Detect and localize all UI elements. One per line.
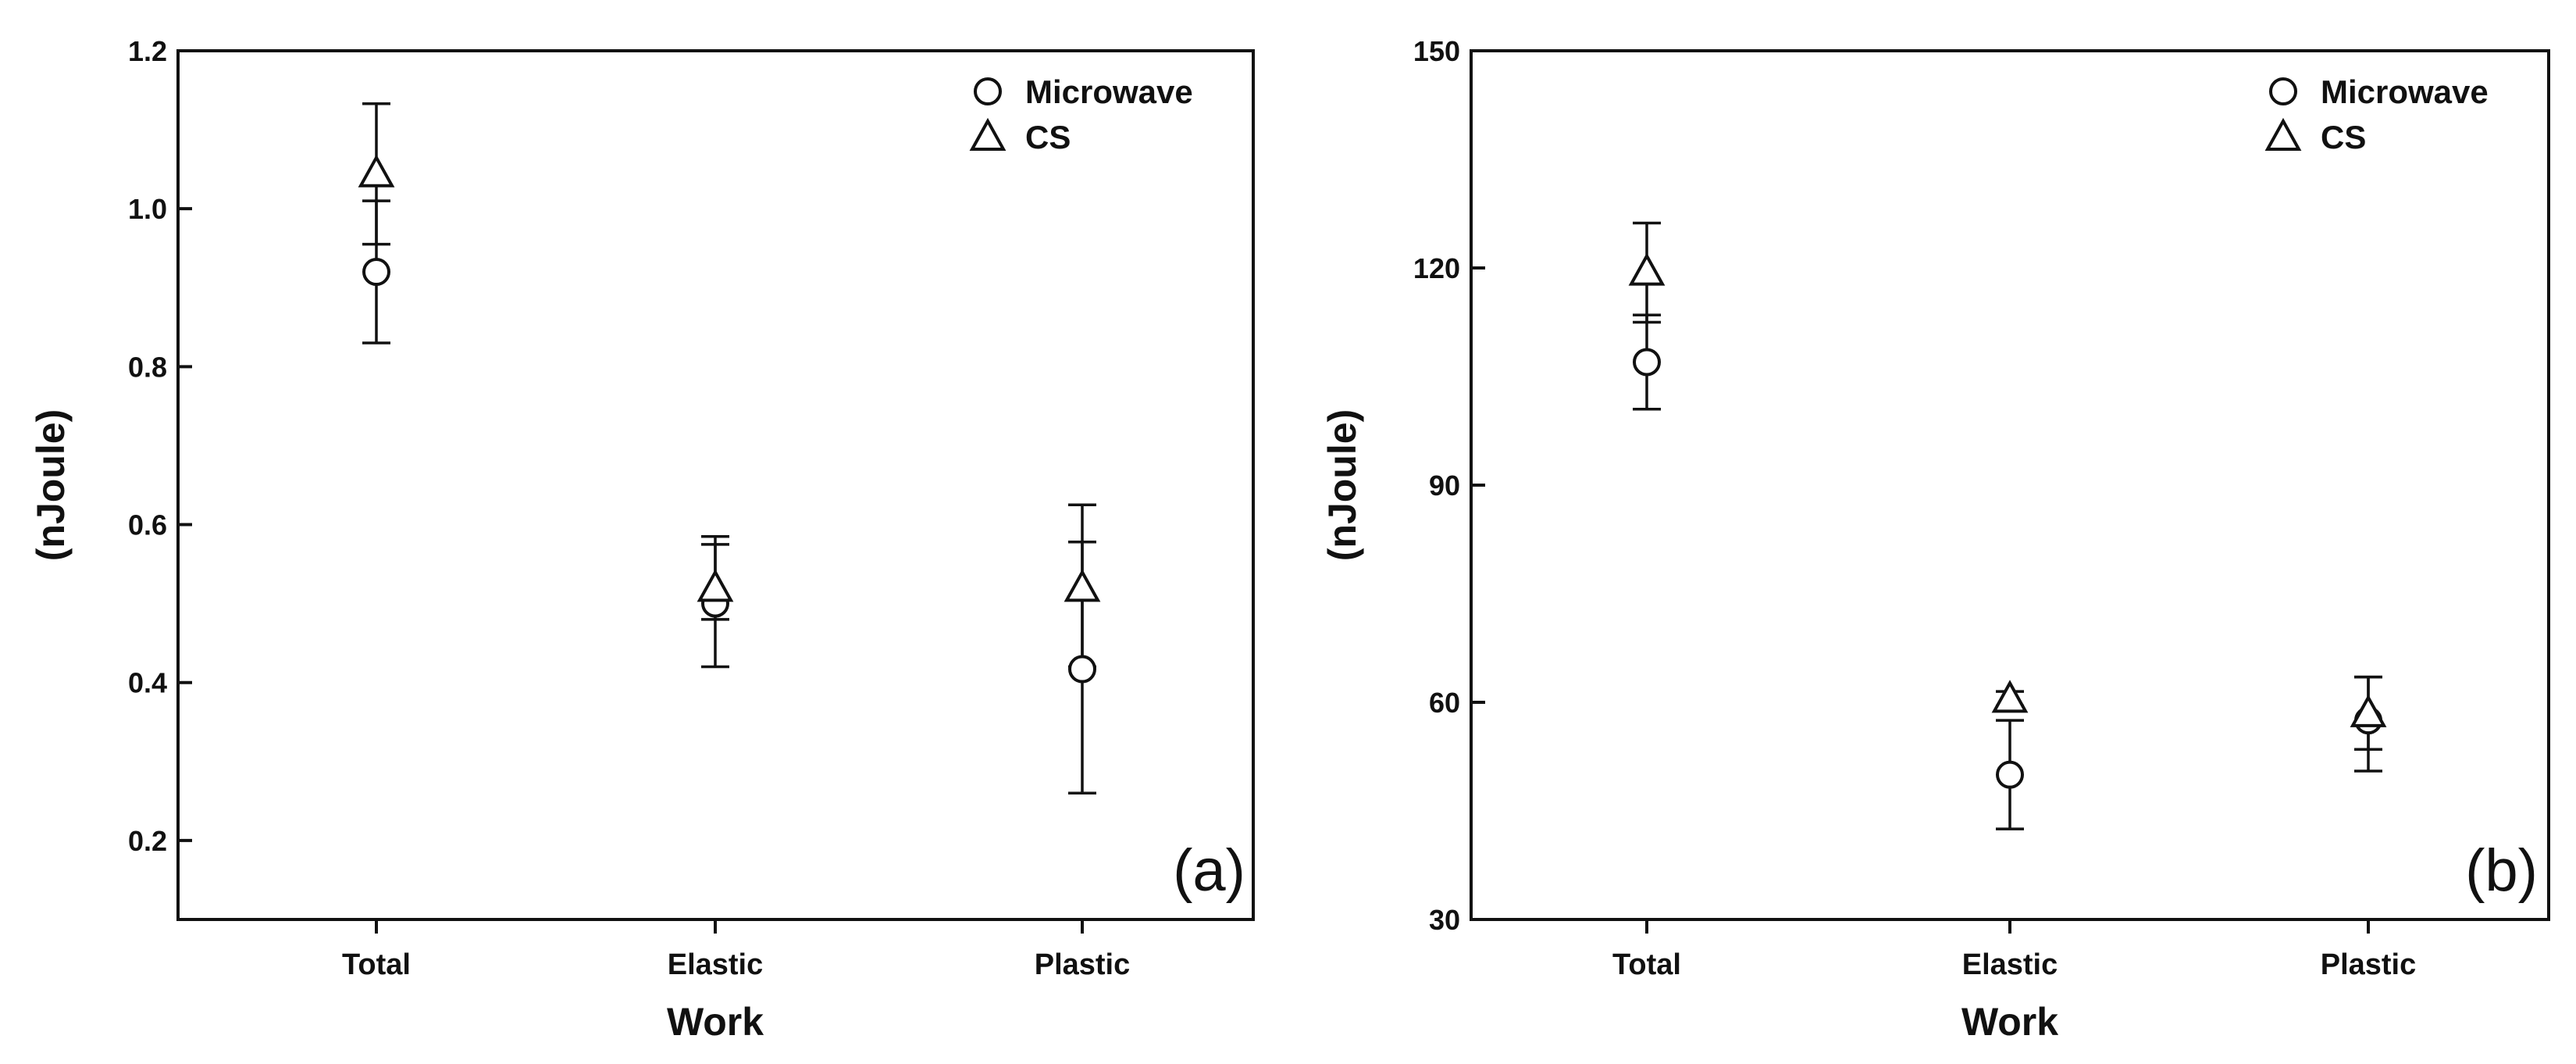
y-tick-label: 150: [1413, 35, 1460, 67]
legend-marker-microwave: [974, 77, 1002, 105]
y-tick-label: 0.2: [128, 825, 167, 857]
error-bars-a: [362, 102, 1096, 795]
y-tick-label: 0.8: [128, 351, 167, 383]
panel-label-a: (a): [1173, 837, 1245, 904]
x-tick-label-plastic: Plastic: [2321, 948, 2417, 981]
chart-panel-a: 0.2 0.4 0.6 0.8 1.0 1.2 Total Elastic Plastic M…: [29, 35, 1255, 1044]
y-tick-label: 60: [1429, 687, 1460, 719]
legend-marker-cs: [2264, 117, 2302, 151]
legend-b: Microwave CS: [2264, 73, 2489, 155]
point-microwave-elastic: [1996, 760, 2024, 789]
y-tick-label: 30: [1429, 904, 1460, 936]
y-axis-ticks-b: 30 60 90 120 150: [1413, 35, 1485, 936]
point-cs-plastic: [2350, 694, 2387, 727]
legend-a: Microwave CS: [969, 73, 1193, 155]
y-axis-label-b: (nJoule): [1320, 409, 1364, 561]
y-tick-label: 0.6: [128, 509, 167, 541]
x-tick-label-total: Total: [1612, 948, 1681, 981]
y-tick-label: 120: [1413, 252, 1460, 284]
point-cs-plastic: [1064, 569, 1101, 602]
y-tick-label: 90: [1429, 470, 1460, 502]
legend-marker-microwave: [2269, 77, 2297, 105]
point-microwave-plastic: [1068, 655, 1096, 684]
plot-frame-a: [176, 49, 1255, 921]
x-tick-label-total: Total: [342, 948, 411, 981]
point-cs-elastic: [1991, 680, 2029, 713]
legend-label-microwave: Microwave: [2321, 73, 2489, 110]
panel-label-b: (b): [2465, 837, 2538, 904]
data-markers-a: [358, 154, 1101, 684]
x-tick-label-elastic: Elastic: [668, 948, 764, 981]
x-axis-label-b: Work: [1961, 1000, 2058, 1044]
point-microwave-total: [362, 258, 390, 287]
legend-marker-cs: [969, 117, 1007, 151]
point-cs-elastic: [697, 569, 734, 602]
legend-label-cs: CS: [1025, 119, 1071, 155]
y-axis-ticks-a: 0.2 0.4 0.6 0.8 1.0 1.2: [128, 35, 192, 857]
y-tick-label: 1.2: [128, 35, 167, 67]
point-microwave-total: [1633, 348, 1661, 377]
legend-label-microwave: Microwave: [1025, 73, 1193, 110]
x-axis-label-a: Work: [667, 1000, 764, 1044]
data-markers-b: [1628, 252, 2387, 789]
legend-label-cs: CS: [2321, 119, 2366, 155]
error-bars-b: [1633, 221, 2382, 830]
x-tick-label-plastic: Plastic: [1035, 948, 1131, 981]
x-axis-ticks-b: Total Elastic Plastic: [1612, 919, 2416, 981]
point-cs-total: [358, 154, 395, 187]
chart-panel-b: 30 60 90 120 150 Total Elastic Plastic Microwa…: [1320, 35, 2550, 1044]
x-axis-ticks-a: Total Elastic Plastic: [342, 919, 1130, 981]
y-axis-label-a: (nJoule): [29, 409, 73, 561]
y-tick-label: 0.4: [128, 667, 167, 699]
x-tick-label-elastic: Elastic: [1962, 948, 2058, 981]
point-cs-total: [1628, 252, 1666, 286]
y-tick-label: 1.0: [128, 193, 167, 225]
